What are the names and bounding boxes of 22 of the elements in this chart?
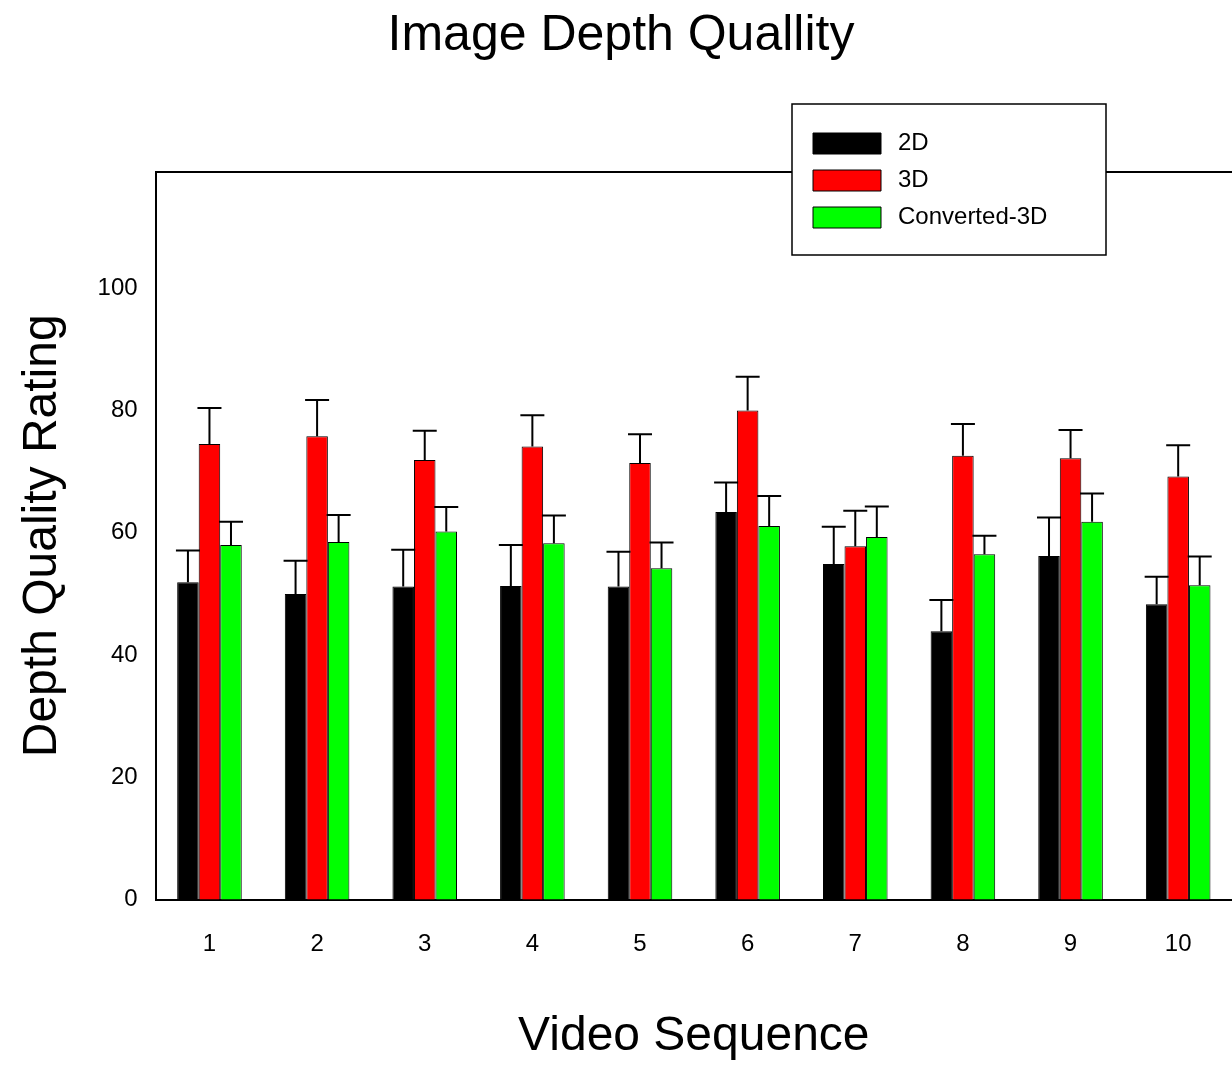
x-tick-label: 4 — [525, 928, 540, 956]
x-tick-label: 9 — [1063, 928, 1078, 956]
y-tick-label: 100 — [97, 272, 138, 300]
x-tick-label: 3 — [418, 928, 432, 956]
y-tick-label: 20 — [110, 761, 138, 789]
y-tick-label: 60 — [110, 517, 138, 545]
x-tick-label: 1 — [202, 928, 217, 956]
chart-title: Image Depth Quallity — [387, 4, 855, 61]
y-tick-label: 0 — [124, 884, 138, 912]
x-axis-title: Video Sequence — [518, 1007, 870, 1061]
x-tick-label: 6 — [740, 928, 755, 956]
legend-label: Converted-3D — [898, 201, 1048, 229]
x-tick-label: 8 — [956, 928, 970, 956]
x-tick-label: 5 — [633, 928, 647, 956]
y-tick-label: 80 — [110, 395, 138, 423]
legend-label: 2D — [898, 127, 929, 155]
y-tick-label: 40 — [110, 639, 138, 667]
x-tick-label: 7 — [848, 928, 862, 956]
x-tick-label: 10 — [1164, 928, 1192, 956]
legend-label: 3D — [898, 164, 929, 192]
y-axis-title: Depth Quality Rating — [13, 314, 67, 758]
x-tick-label: 2 — [310, 928, 324, 956]
